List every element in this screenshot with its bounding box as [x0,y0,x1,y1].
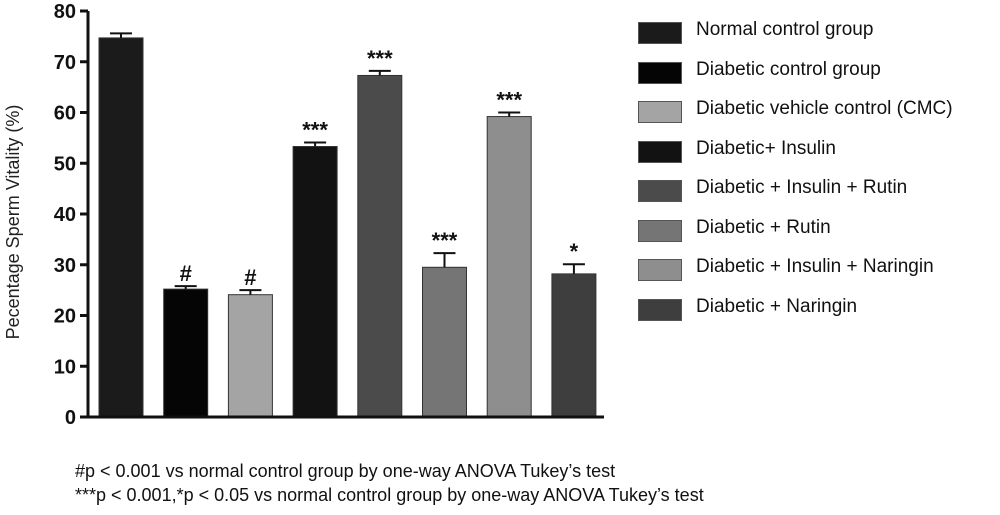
y-tick-label: 50 [54,153,76,175]
bar [357,74,403,418]
significance-label: *** [302,117,328,142]
legend-swatch [638,140,682,163]
y-tick-label: 20 [54,306,76,328]
y-tick-label: 0 [65,407,76,429]
legend-label: Diabetic+ Insulin [696,137,836,159]
bar [486,116,532,418]
legend-swatch [638,219,682,242]
significance-label: # [244,265,256,290]
y-axis: 0 10 20 30 40 50 60 70 80 [54,1,90,429]
legend-swatch [638,180,682,202]
y-tick-label: 30 [54,255,76,277]
bar [551,273,597,418]
footnote-stars: ***p < 0.001,*p < 0.05 vs normal control… [75,485,704,505]
y-tick-label: 60 [54,103,76,125]
legend-swatch [638,259,682,281]
error-bars [110,32,585,295]
bar [163,288,209,418]
legend-label: Diabetic + Naringin [696,295,858,317]
legend-label: Normal control group [696,19,874,40]
significance-label: * [570,239,579,264]
footnotes: #p < 0.001 vs normal control group by on… [75,459,704,507]
bar [227,294,273,418]
legend-label: Diabetic control group [696,58,881,80]
legend-label: Diabetic + Rutin [696,216,831,238]
y-tick-label: 40 [54,204,76,226]
significance-label: *** [432,228,458,253]
y-tick-label: 10 [54,356,76,378]
legend-swatch [638,298,682,321]
bar [422,266,467,418]
y-tick-label: 70 [54,52,76,74]
legend-label: Diabetic + Insulin + Naringin [696,256,934,277]
significance-label: *** [367,46,393,71]
significance-annotations: # #************* [180,46,579,290]
y-axis-label: Pecentage Sperm Vitality (%) [3,105,23,340]
legend-label: Diabetic + Insulin + Rutin [696,177,908,198]
significance-label: # [180,261,192,286]
y-tick-label: 80 [54,1,76,23]
legend-swatch [638,101,682,123]
footnote-hash: #p < 0.001 vs normal control group by on… [75,461,616,481]
legend-label: Diabetic vehicle control (CMC) [696,98,953,119]
bar [98,37,144,418]
significance-label: *** [496,88,522,113]
bar [292,146,338,418]
legend-swatch [638,61,682,84]
legend-swatch [638,22,682,44]
